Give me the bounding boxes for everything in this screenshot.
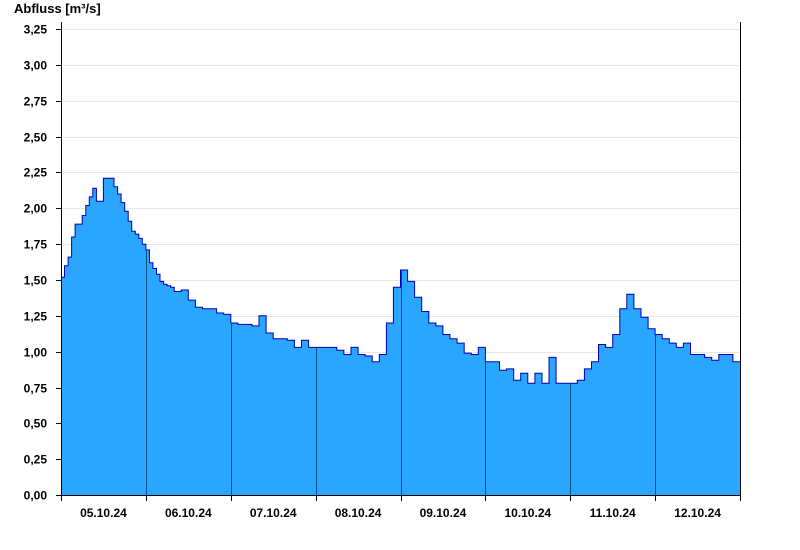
y-tick-label: 1,00 bbox=[24, 346, 48, 360]
y-tick-label: 2,00 bbox=[24, 202, 48, 216]
x-tick-label: 08.10.24 bbox=[335, 506, 382, 520]
day-separators bbox=[146, 249, 656, 495]
y-tick-label: 3,00 bbox=[24, 59, 48, 73]
flow-area bbox=[61, 178, 740, 495]
y-tick-label: 2,50 bbox=[24, 131, 48, 145]
y-tick-label: 0,00 bbox=[24, 489, 48, 503]
x-tick-label: 11.10.24 bbox=[590, 506, 636, 520]
y-tick-label: 2,25 bbox=[24, 166, 48, 180]
y-tick-label: 1,25 bbox=[24, 310, 48, 324]
y-tick-label: 1,75 bbox=[24, 238, 48, 252]
flow-line bbox=[61, 177, 740, 384]
x-tick-label: 09.10.24 bbox=[420, 506, 467, 520]
x-tick-label: 07.10.24 bbox=[250, 506, 297, 520]
y-tick-label: 0,25 bbox=[24, 453, 48, 467]
y-tick-label: 3,25 bbox=[24, 23, 48, 37]
y-tick-label: 2,75 bbox=[24, 95, 48, 109]
axes bbox=[56, 22, 741, 501]
x-tick-label: 06.10.24 bbox=[165, 506, 212, 520]
y-tick-label: 1,50 bbox=[24, 274, 48, 288]
x-tick-label: 12.10.24 bbox=[674, 506, 721, 520]
x-axis-ticks: 05.10.24 06.10.24 07.10.24 08.10.24 09.10.24… bbox=[80, 495, 721, 520]
y-axis-ticks: 0,00 0,25 0,50 0,75 1,00 1,25 1,50 1,75 2,00 2,25… bbox=[24, 23, 61, 503]
x-tick-label: 05.10.24 bbox=[80, 506, 127, 520]
y-tick-label: 0,50 bbox=[24, 417, 48, 431]
y-tick-label: 0,75 bbox=[24, 382, 48, 396]
y-axis-title: Abfluss [m³/s] bbox=[14, 1, 101, 16]
plot-area bbox=[61, 177, 740, 495]
x-tick-label: 10.10.24 bbox=[504, 506, 551, 520]
